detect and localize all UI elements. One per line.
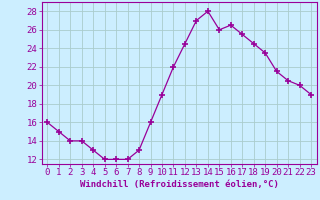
X-axis label: Windchill (Refroidissement éolien,°C): Windchill (Refroidissement éolien,°C) [80,180,279,189]
